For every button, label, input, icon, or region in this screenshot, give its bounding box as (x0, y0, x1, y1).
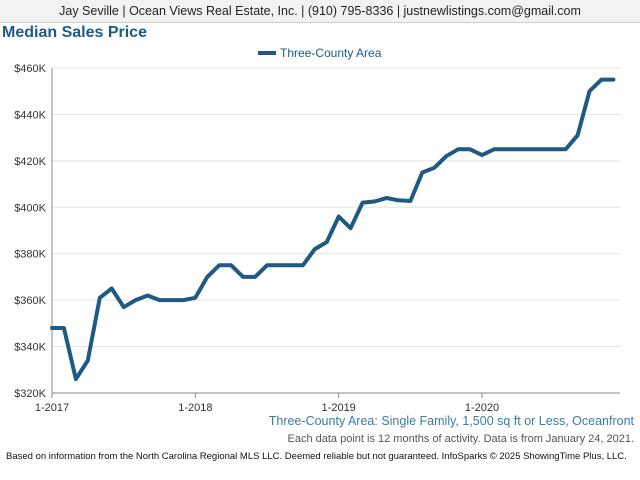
legend-swatch (258, 50, 276, 55)
y-tick-label: $420K (14, 156, 46, 168)
legend-label: Three-County Area (280, 46, 382, 60)
y-tick-label: $340K (14, 342, 46, 354)
footer-disclaimer: Based on information from the North Caro… (6, 451, 627, 462)
chart-legend: Three-County Area (258, 46, 381, 60)
y-tick-label: $400K (14, 202, 46, 214)
x-tick-label: 1-2018 (178, 402, 212, 414)
y-tick-label: $380K (14, 249, 46, 261)
x-tick-label: 1-2020 (465, 402, 499, 414)
x-tick-label: 1-2017 (35, 402, 69, 414)
y-tick-label: $460K (14, 63, 46, 75)
header-contact-bar: Jay Seville | Ocean Views Real Estate, I… (0, 0, 640, 23)
y-tick-label: $360K (14, 295, 46, 307)
series-line-three-county-area (50, 77, 616, 382)
data-note: Each data point is 12 months of activity… (287, 433, 634, 445)
x-tick-label: 1-2019 (322, 402, 356, 414)
chart-subtitle: Three-County Area: Single Family, 1,500 … (268, 414, 634, 428)
header-contact-text: Jay Seville | Ocean Views Real Estate, I… (59, 4, 581, 18)
y-tick-label: $440K (14, 109, 46, 121)
chart-title: Median Sales Price (2, 24, 147, 41)
y-tick-label: $320K (14, 388, 46, 400)
